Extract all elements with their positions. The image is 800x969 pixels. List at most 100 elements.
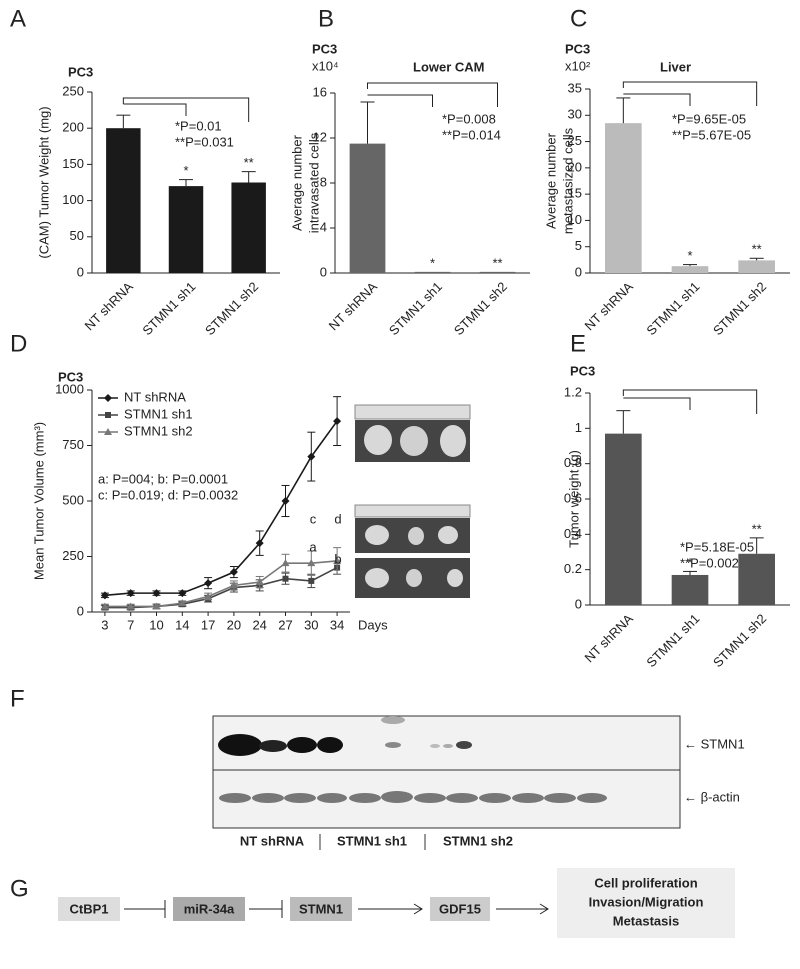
chart-title: PC3 [68,64,93,79]
legend-marker [104,394,112,402]
western-blot [212,715,681,829]
y-tick-label: 0 [575,596,582,611]
series-line [104,420,338,597]
significance: ** [752,521,762,536]
error-bar [179,179,193,187]
marker [333,417,342,426]
y-tick-label: 35 [568,80,582,95]
legend-marker [104,428,112,435]
node-label: CtBP1 [69,901,108,916]
marker [100,602,109,610]
annotation: **P=5.67E-05 [672,127,751,142]
x-tick-label: 30 [304,617,318,632]
y-tick-label: 750 [62,437,84,452]
x-tick-label: NT shRNA [582,279,637,334]
marker [152,589,161,598]
panel-letter: B [318,5,334,32]
significance: ** [752,242,762,257]
y-tick-label: 10 [568,212,582,227]
x-tick-label: 10 [149,617,163,632]
panel-letter: A [10,5,26,32]
outcome-label: Metastasis [613,913,679,928]
legend-marker [105,412,111,418]
error-bar [749,537,764,554]
marker [281,559,290,567]
band-label: ← β-actin [684,789,740,804]
annotation: **P=0.031 [175,134,234,149]
bracket [622,81,758,106]
y-tick-label: 250 [62,83,84,98]
annotation: *P=5.18E-05 [680,539,754,554]
y-tick-label: 1 [575,420,582,435]
x-tick-label: 17 [201,617,215,632]
series-line [104,566,338,609]
x-tick-label: STMN1 sh2 [202,279,261,338]
y-tick-label: 15 [568,186,582,201]
bar [349,143,386,273]
bracket [367,94,433,107]
panel-letter: F [10,685,25,712]
point-label: a [309,539,317,554]
y-tick-label: 4 [320,219,327,234]
bar [231,182,266,273]
y-axis-label: metastasized cells [560,127,575,234]
marker [282,575,289,582]
bracket [623,397,691,410]
marker [204,579,213,588]
y-tick-label: 200 [62,120,84,135]
x-tick-label: STMN1 sh1 [643,611,702,670]
node-label: STMN1 [299,901,343,916]
y-tick-label: 0.8 [564,455,582,470]
lane-group: STMN1 sh2 [443,833,513,848]
x-tick-label: STMN1 sh1 [139,279,198,338]
y-tick-label: 0.2 [564,561,582,576]
unit-label: x10² [565,58,591,73]
marker [126,602,135,610]
y-tick-label: 0 [77,603,84,618]
series-line [104,560,338,608]
significance: * [687,248,692,263]
legend-label: STMN1 sh1 [124,406,193,421]
outcome-label: Cell proliferation [594,875,697,890]
x-tick-label: STMN1 sh2 [710,279,769,338]
x-tick-label: STMN1 sh2 [451,279,510,338]
x-tick-label: STMN1 sh1 [386,279,445,338]
tumor-photos [354,404,471,598]
marker [204,592,213,600]
unit-label: x10⁴ [312,58,339,73]
marker [178,599,187,607]
y-tick-label: 0.4 [564,526,582,541]
bar [414,271,451,273]
panel-letter: C [570,5,587,32]
marker [178,589,187,598]
marker [255,539,264,548]
annotation: *P=0.008 [442,111,496,126]
marker [229,568,238,577]
point-label: c [310,511,317,526]
x-tick-label: 27 [278,617,292,632]
annotation: **P=0.0026 [680,555,746,570]
marker [308,577,315,584]
y-tick-label: 16 [313,84,327,99]
panel-letter: E [570,330,586,357]
error-bar [116,114,131,129]
x-tick-label: STMN1 sh1 [643,279,702,338]
x-axis-label: Days [358,617,388,632]
bar [106,128,141,273]
error-bar [683,570,697,575]
bracket [623,93,691,106]
point-label: d [334,511,341,526]
y-tick-label: 100 [62,192,84,207]
annotation: *P=9.65E-05 [672,111,746,126]
marker [307,559,316,567]
pathway [58,868,735,938]
y-tick-label: 0 [320,264,327,279]
significance: * [183,163,188,178]
bar [671,574,709,605]
marker [126,589,135,598]
bar [605,433,642,605]
y-tick-label: 8 [320,174,327,189]
significance: * [430,255,435,270]
annotation: *P=0.01 [175,118,222,133]
